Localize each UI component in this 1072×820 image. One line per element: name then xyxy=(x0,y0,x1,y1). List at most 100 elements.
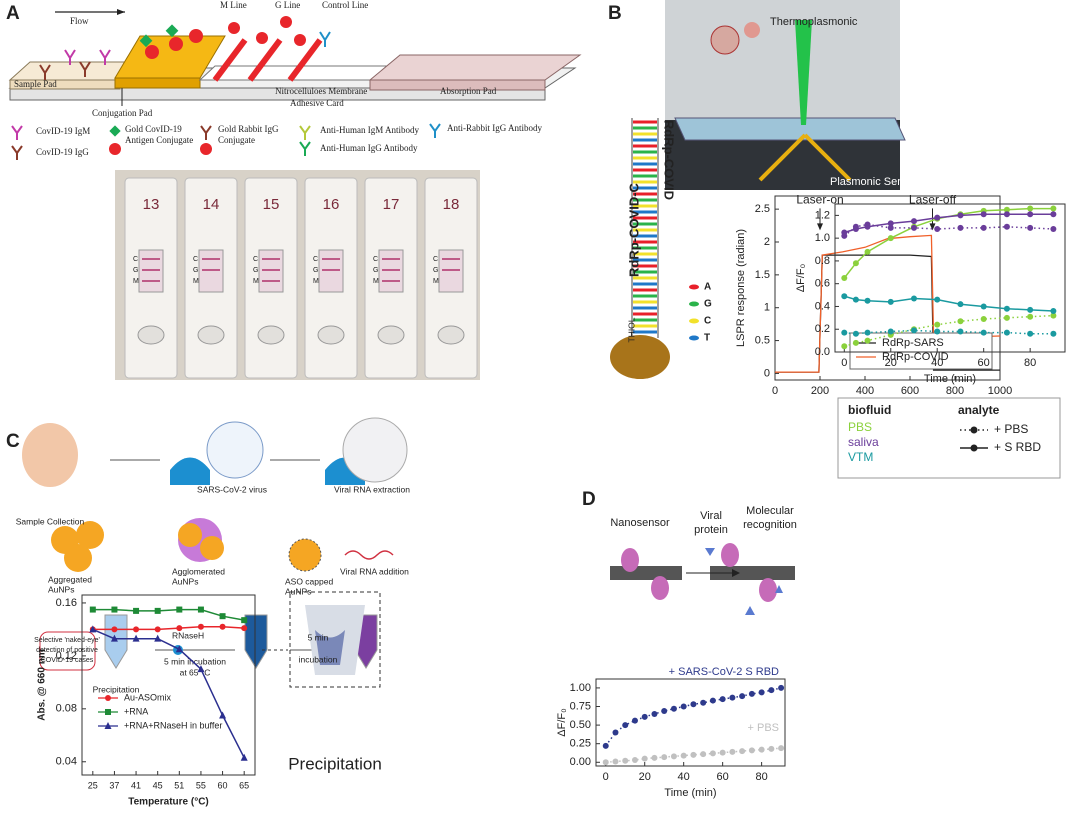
marker xyxy=(852,223,859,230)
series-line xyxy=(844,213,1054,234)
diagram-label: recognition xyxy=(743,519,797,531)
marker xyxy=(670,705,677,712)
legend-text: Gold CovID-19 xyxy=(125,124,182,134)
marker xyxy=(852,260,859,267)
particle-label: Aggregated xyxy=(48,574,92,584)
marker xyxy=(133,626,140,633)
strip-mark: G xyxy=(373,267,378,274)
marker xyxy=(719,749,726,756)
marker xyxy=(1050,312,1057,319)
y-tick-label: 1.5 xyxy=(755,269,770,281)
series-label: + SARS-CoV-2 S RBD xyxy=(669,666,779,678)
base-swatch xyxy=(689,284,699,290)
marker xyxy=(680,752,687,759)
marker xyxy=(934,321,941,328)
marker xyxy=(1027,211,1034,218)
strip-window xyxy=(258,249,284,293)
marker xyxy=(758,746,765,753)
chart: 0.00 0.25 0.50 0.75 1.00 0 20 40 60 80 Time (min) Δ… xyxy=(556,666,786,799)
y-tick-label: 0.5 xyxy=(755,334,770,346)
marker xyxy=(1027,306,1034,313)
marker xyxy=(910,327,917,334)
marker xyxy=(690,701,697,708)
y-tick-label: 0.6 xyxy=(815,278,830,290)
marker xyxy=(133,607,140,614)
marker xyxy=(729,748,736,755)
line-label: M Line xyxy=(220,0,247,10)
marker xyxy=(641,713,648,720)
marker xyxy=(1027,330,1034,337)
marker xyxy=(651,754,658,761)
y-tick-label: 0.8 xyxy=(815,255,830,267)
arrow-head xyxy=(929,223,936,231)
marker xyxy=(631,717,638,724)
sample-well xyxy=(317,325,345,345)
incubation-text: incubation xyxy=(299,654,338,664)
marker xyxy=(89,606,96,613)
marker xyxy=(910,224,917,231)
y-tick-label: 0.16 xyxy=(56,597,77,609)
marker xyxy=(887,235,894,242)
strip-mark: M xyxy=(433,278,439,285)
marker xyxy=(241,625,248,632)
strip-window xyxy=(438,249,464,293)
pad-label: Absorption Pad xyxy=(440,86,497,96)
marker xyxy=(980,211,987,218)
marker xyxy=(980,303,987,310)
strip-mark: G xyxy=(133,267,138,274)
marker xyxy=(89,625,97,633)
marker xyxy=(1050,205,1057,212)
y-tick-label: 0.0 xyxy=(815,346,830,358)
y-tick-label: 0.00 xyxy=(570,756,591,768)
marker xyxy=(680,703,687,710)
marker xyxy=(641,755,648,762)
marker xyxy=(1050,330,1057,337)
x-tick-label: 80 xyxy=(1024,357,1036,369)
y-tick-label: 0.12 xyxy=(56,650,77,662)
marker xyxy=(661,707,668,714)
x-tick-label: 0 xyxy=(772,385,778,397)
strip-mark: G xyxy=(193,267,198,274)
marker xyxy=(852,330,859,337)
diagram-label: Molecular xyxy=(746,505,794,517)
y-tick-label: 1 xyxy=(764,302,770,314)
y-tick-label: 0.4 xyxy=(815,300,830,312)
marker xyxy=(1050,308,1057,315)
series-line xyxy=(844,329,1054,335)
series-line xyxy=(92,628,245,759)
strip-number: 14 xyxy=(203,196,220,213)
strip-mark: M xyxy=(133,278,139,285)
panel-label: D xyxy=(582,489,596,510)
marker xyxy=(1027,205,1034,212)
strip-mark: G xyxy=(253,267,258,274)
plot-frame xyxy=(595,678,786,767)
marker xyxy=(670,753,677,760)
legend-label: RdRp-SARS xyxy=(882,337,944,349)
marker xyxy=(104,722,112,729)
legend-label: + PBS xyxy=(994,422,1028,436)
strip-mark: M xyxy=(313,278,319,285)
strip-number: 18 xyxy=(443,196,460,213)
panel-label: A xyxy=(6,3,20,24)
legend-text: Anti-Human IgM Antibody xyxy=(320,125,419,135)
legend-text: Anti-Human IgG Antibody xyxy=(320,143,418,153)
y-tick-label: 0.2 xyxy=(815,323,830,335)
legend-label: Au-ASOmix xyxy=(124,692,172,702)
detection-text: COVID-19 cases xyxy=(41,657,94,664)
chart: 0.0 0.2 0.4 0.6 0.8 1.0 1.2 0 20 40 60 80 Time (min)… xyxy=(795,203,1066,479)
legend-label: + S RBD xyxy=(994,440,1041,454)
marker xyxy=(768,687,775,694)
inset-illustration xyxy=(665,0,906,190)
y-tick-label: 1.2 xyxy=(815,209,830,221)
legend-box xyxy=(849,332,993,370)
sample-well xyxy=(257,325,285,345)
marker xyxy=(864,337,871,344)
marker xyxy=(700,751,707,758)
marker xyxy=(852,296,859,303)
particle-label: AuNPs xyxy=(172,576,198,586)
legend-label: RdRp-COVID xyxy=(882,351,949,363)
strand-label: RdRp-COVID xyxy=(662,120,677,200)
marker xyxy=(176,625,183,632)
marker xyxy=(910,295,917,302)
